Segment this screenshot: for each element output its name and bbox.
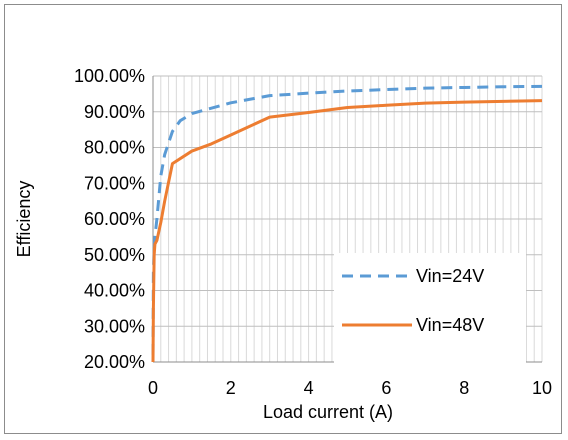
x-tick-label: 4 — [304, 378, 314, 398]
x-tick-label: 6 — [381, 378, 391, 398]
x-tick-label: 2 — [226, 378, 236, 398]
x-axis-title: Load current (A) — [263, 402, 393, 422]
legend-label-vin24: Vin=24V — [416, 266, 484, 286]
legend-box — [334, 253, 526, 365]
x-tick-label: 8 — [459, 378, 469, 398]
x-tick-label: 0 — [148, 378, 158, 398]
y-tick-label: 90.00% — [84, 102, 145, 122]
legend: Vin=24V Vin=48V — [334, 253, 526, 365]
series-layer — [151, 84, 543, 363]
legend-label-vin48: Vin=48V — [416, 315, 484, 335]
y-tick-label: 20.00% — [84, 352, 145, 372]
y-tick-label: 30.00% — [84, 316, 145, 336]
tick-layer: 20.00% 30.00% 40.00% 50.00% 60.00% 70.00% 80.0… — [74, 66, 552, 398]
series-line-vin48 — [151, 99, 543, 363]
y-axis-title: Efficiency — [14, 181, 34, 258]
y-tick-label: 100.00% — [74, 66, 145, 86]
y-tick-label: 70.00% — [84, 173, 145, 193]
y-tick-label: 50.00% — [84, 245, 145, 265]
y-tick-label: 40.00% — [84, 281, 145, 301]
y-tick-label: 80.00% — [84, 138, 145, 158]
x-tick-label: 10 — [532, 378, 552, 398]
series-line-vin24 — [151, 84, 543, 355]
y-tick-label: 60.00% — [84, 209, 145, 229]
